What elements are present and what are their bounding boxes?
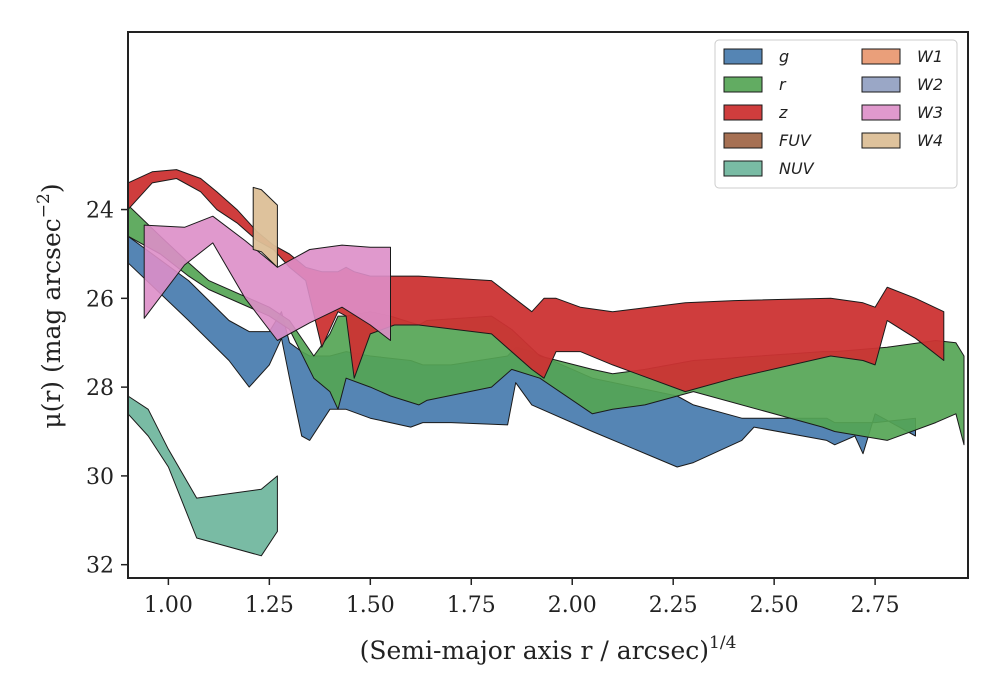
x-tick-label: 2.50 [750,593,799,618]
legend-swatch-g [723,48,763,65]
y-axis-label: μ(r) (mag arcsec−2) [34,183,66,428]
legend-label-z: z [778,103,788,122]
legend-swatch-w2 [861,76,901,93]
legend-swatch-fuv [723,132,763,149]
legend: grz FUV NUV W1 W2 W3 W4 [714,39,958,189]
legend-label-r: r [779,75,787,94]
x-tick-label: 1.50 [346,593,395,618]
legend-label-w2: W2 [917,75,943,94]
x-tick-label: 1.00 [144,593,193,618]
y-tick-label: 28 [86,376,114,401]
band-w3 [143,215,391,341]
x-tick-label: 2.25 [649,593,698,618]
legend-swatch-w4 [861,132,901,149]
legend-swatch-w1 [861,48,901,65]
legend-label-fuv: FUV [779,131,812,150]
x-axis-label-exponent: 1/4 [709,633,736,653]
legend-label-w1: W1 [917,47,943,66]
x-tick-label: 2.75 [851,593,900,618]
x-axis-label-text: (Semi-major axis r / arcsec) [360,636,709,665]
x-tick-label: 2.00 [548,593,597,618]
legend-swatch-nuv [723,160,763,177]
y-tick-label: 30 [86,465,114,490]
plot-frame [127,31,969,579]
band-w4 [252,186,278,268]
legend-swatch-w3 [861,104,901,121]
y-axis-label-close: ) [37,183,66,193]
y-tick-label: 32 [86,554,114,579]
y-tick-label: 24 [86,199,114,224]
y-tick-label: 26 [86,287,114,312]
x-axis-label: (Semi-major axis r / arcsec)1/4 [360,633,737,665]
x-tick-label: 1.75 [447,593,496,618]
band-nuv [127,395,278,557]
y-axis-label-exponent: −2 [34,193,54,218]
legend-label-w4: W4 [917,131,943,150]
x-tick-label: 1.25 [245,593,294,618]
axes: 1.00 1.25 1.50 1.75 2.00 2.25 2.50 2.75 24 26 28 30… [86,31,969,618]
legend-label-w3: W3 [917,103,943,122]
legend-swatch-z [723,104,763,121]
legend-label-g: g [779,47,789,66]
data-bands [127,169,965,557]
legend-label-nuv: NUV [779,159,815,178]
y-axis-label-text: μ(r) (mag arcsec [37,218,66,428]
legend-swatch-r [723,76,763,93]
